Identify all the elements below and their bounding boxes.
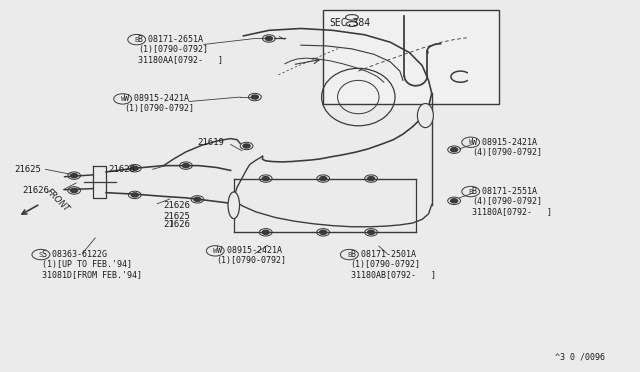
Text: S 08363-6122G: S 08363-6122G xyxy=(42,250,108,259)
Text: (1)[0790-0792]: (1)[0790-0792] xyxy=(138,45,208,54)
Circle shape xyxy=(320,230,326,234)
Text: W 08915-2421A: W 08915-2421A xyxy=(472,138,537,147)
Text: 31180AA[0792-   ]: 31180AA[0792- ] xyxy=(138,55,223,64)
Text: B 08171-2501A: B 08171-2501A xyxy=(351,250,415,259)
FancyBboxPatch shape xyxy=(323,10,499,105)
Text: B 08171-2651A: B 08171-2651A xyxy=(138,35,203,44)
Circle shape xyxy=(451,199,458,203)
Text: FRONT: FRONT xyxy=(44,187,71,214)
Circle shape xyxy=(266,36,273,41)
Circle shape xyxy=(262,230,269,234)
Text: B: B xyxy=(468,189,473,195)
Text: (1)[0790-0792]: (1)[0790-0792] xyxy=(124,105,194,113)
Text: B: B xyxy=(348,251,351,257)
Text: W: W xyxy=(120,96,125,102)
Circle shape xyxy=(451,148,458,152)
Ellipse shape xyxy=(417,103,433,128)
Circle shape xyxy=(252,95,259,99)
Text: SEC.384: SEC.384 xyxy=(329,18,370,28)
Text: 31081D[FROM FEB.'94]: 31081D[FROM FEB.'94] xyxy=(42,270,142,279)
Text: (4)[0790-0792]: (4)[0790-0792] xyxy=(472,148,542,157)
Text: B: B xyxy=(134,36,139,43)
Text: (1)[UP TO FEB.'94]: (1)[UP TO FEB.'94] xyxy=(42,260,132,269)
Circle shape xyxy=(243,144,250,148)
Text: 21626: 21626 xyxy=(164,201,191,210)
Text: 21619: 21619 xyxy=(197,138,224,147)
Text: (1)[0790-0792]: (1)[0790-0792] xyxy=(216,256,287,265)
Text: S: S xyxy=(39,251,43,257)
Circle shape xyxy=(70,188,77,192)
Text: 21626: 21626 xyxy=(22,186,49,195)
Text: 21625: 21625 xyxy=(164,212,191,221)
Circle shape xyxy=(367,230,374,234)
Text: 21626: 21626 xyxy=(164,221,191,230)
Text: 31180AB[0792-   ]: 31180AB[0792- ] xyxy=(351,270,436,279)
Text: 21626: 21626 xyxy=(108,165,135,174)
Circle shape xyxy=(131,166,138,170)
Circle shape xyxy=(131,193,138,197)
Text: W: W xyxy=(468,139,473,145)
Circle shape xyxy=(367,177,374,181)
Text: (1)[0790-0792]: (1)[0790-0792] xyxy=(351,260,420,269)
Circle shape xyxy=(262,177,269,181)
Text: W 08915-2421A: W 08915-2421A xyxy=(124,94,189,103)
Text: ^3 0 /0096: ^3 0 /0096 xyxy=(555,353,605,362)
Ellipse shape xyxy=(228,192,239,219)
Text: 31180A[0792-   ]: 31180A[0792- ] xyxy=(472,207,552,216)
Text: 21625: 21625 xyxy=(15,165,42,174)
Text: (4)[0790-0792]: (4)[0790-0792] xyxy=(472,197,542,206)
Circle shape xyxy=(194,197,201,201)
Circle shape xyxy=(70,174,77,178)
Text: W: W xyxy=(213,248,218,254)
Circle shape xyxy=(320,177,326,181)
Circle shape xyxy=(182,164,189,168)
Text: W 08915-2421A: W 08915-2421A xyxy=(216,246,282,255)
Text: B 08171-2551A: B 08171-2551A xyxy=(472,187,537,196)
